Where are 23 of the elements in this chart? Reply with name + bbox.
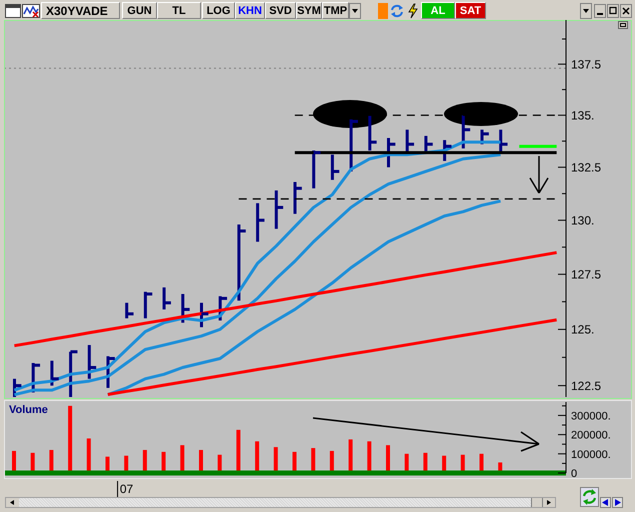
y-tick-label: 200000. <box>571 430 611 442</box>
y-tick-label: 130. <box>571 214 594 228</box>
y-tick-label: 300000. <box>571 410 611 422</box>
text: SYM <box>297 4 321 16</box>
text: AL <box>430 4 446 16</box>
text: SVD <box>269 4 292 16</box>
x-tick-label: 07 <box>120 482 134 496</box>
y-tick-label: 125. <box>571 322 594 337</box>
y-tick-label: 135. <box>571 108 594 123</box>
y-tick-label: 127.5 <box>571 268 602 282</box>
y-tick-label: 122.5 <box>571 378 602 393</box>
y-tick-label: 100000. <box>571 448 611 461</box>
y-tick-label: 0 <box>571 468 578 480</box>
y-tick-label: 137.5 <box>571 57 602 72</box>
text: KHN <box>238 4 262 16</box>
text: TL <box>172 4 186 16</box>
text: LOG <box>206 4 230 16</box>
text: GUN <box>127 4 152 16</box>
chart-title: X30YVADE <box>46 4 108 18</box>
y-tick-label: 132.5 <box>571 160 602 175</box>
text: SAT <box>460 4 482 16</box>
text: TMP <box>324 4 348 16</box>
chart-title: Volume <box>9 404 48 416</box>
